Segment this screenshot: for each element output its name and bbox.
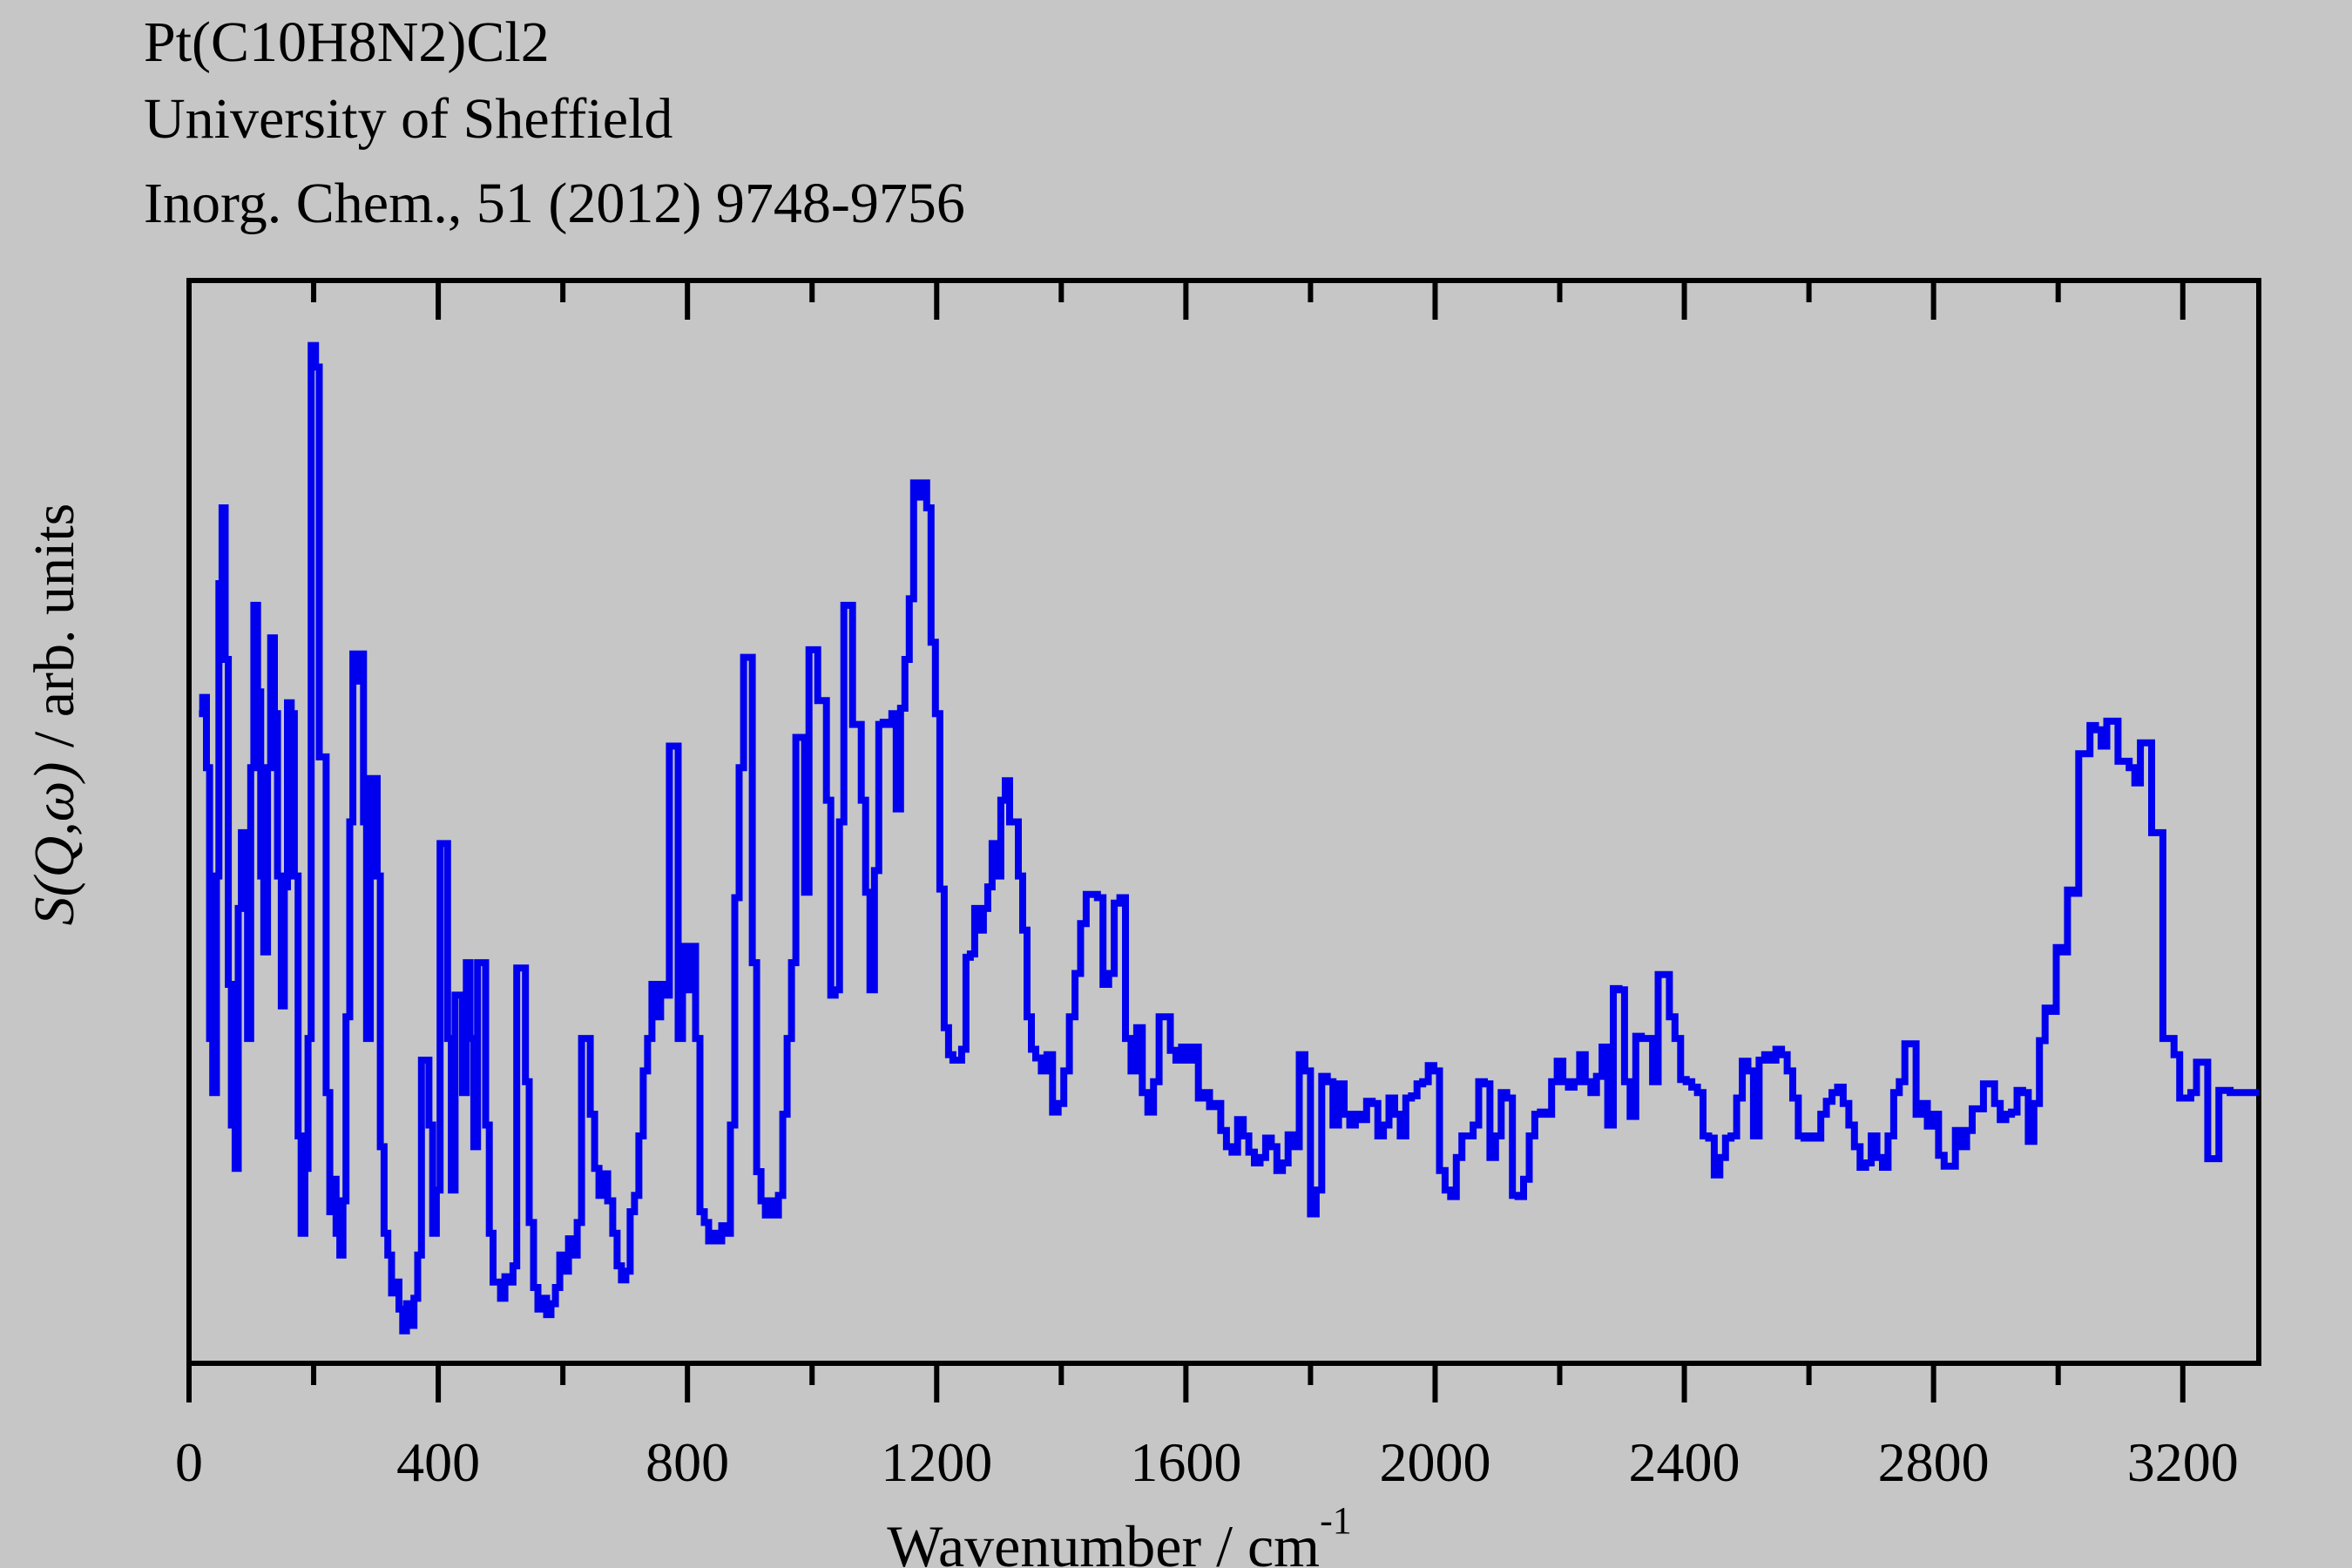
chart-title-compound: Pt(C10H8N2)Cl2 bbox=[144, 10, 550, 74]
x-tick-label: 800 bbox=[645, 1431, 729, 1493]
x-tick-label: 1600 bbox=[1130, 1431, 1241, 1493]
chart-title-institute: University of Sheffield bbox=[144, 87, 672, 151]
spectrum-line bbox=[199, 341, 2259, 1335]
y-axis-label-units: / arb. units bbox=[23, 504, 86, 762]
chart-title-reference: Inorg. Chem., 51 (2012) 9748-9756 bbox=[144, 172, 965, 235]
x-axis-tick-labels: 0 400 800 1200 1600 2000 2400 2800 3200 bbox=[175, 1431, 2239, 1493]
y-axis-label-sqw: S(Q,ω) bbox=[23, 762, 86, 926]
x-axis-label-exponent: -1 bbox=[1320, 1499, 1352, 1542]
x-tick-label: 400 bbox=[396, 1431, 480, 1493]
y-axis-label: S(Q,ω) / arb. units bbox=[23, 504, 86, 926]
x-tick-label: 2800 bbox=[1878, 1431, 1990, 1493]
x-tick-label: 2400 bbox=[1629, 1431, 1740, 1493]
x-axis-label-main: Wavenumber / cm bbox=[887, 1513, 1320, 1568]
x-axis-label: Wavenumber / cm-1 bbox=[887, 1499, 1351, 1568]
x-axis-ticks bbox=[186, 280, 2186, 1402]
x-tick-label: 0 bbox=[175, 1431, 203, 1493]
spectrum-series bbox=[199, 341, 2259, 1335]
x-tick-label: 2000 bbox=[1379, 1431, 1490, 1493]
x-tick-label: 1200 bbox=[881, 1431, 992, 1493]
title-block: Pt(C10H8N2)Cl2 University of Sheffield I… bbox=[144, 10, 965, 235]
x-tick-label: 3200 bbox=[2127, 1431, 2239, 1493]
plot-frame bbox=[186, 278, 2261, 1366]
